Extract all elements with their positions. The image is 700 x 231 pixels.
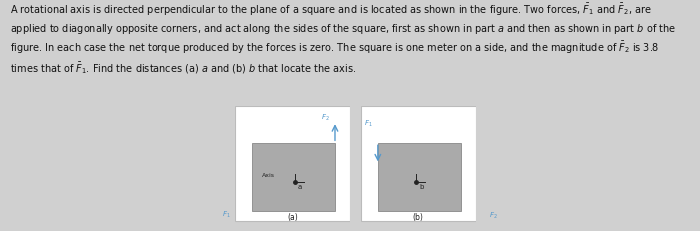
Text: $F_2$: $F_2$ bbox=[321, 113, 330, 124]
Text: (b): (b) bbox=[413, 213, 424, 222]
Bar bbox=[378, 143, 461, 211]
Text: A rotational axis is directed perpendicular to the plane of a square and is loca: A rotational axis is directed perpendicu… bbox=[10, 2, 677, 76]
Text: b: b bbox=[419, 184, 424, 190]
Text: Axis: Axis bbox=[262, 173, 275, 178]
Bar bbox=[252, 143, 335, 211]
Text: (a): (a) bbox=[287, 213, 298, 222]
Text: $F_2$: $F_2$ bbox=[489, 210, 498, 221]
Text: $F_1$: $F_1$ bbox=[364, 119, 372, 130]
Text: a: a bbox=[298, 184, 302, 190]
Text: $F_1$: $F_1$ bbox=[222, 209, 230, 220]
